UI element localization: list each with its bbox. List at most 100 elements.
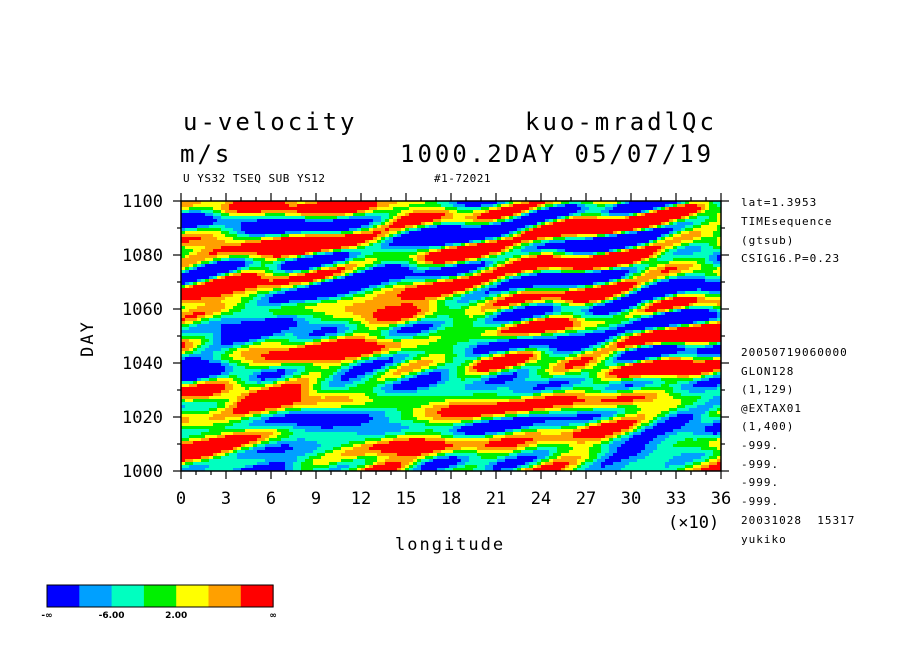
heatmap-cell [497,288,502,292]
heatmap-cell [545,294,550,298]
heatmap-cell [341,204,346,208]
heatmap-cell [393,222,398,226]
heatmap-cell [525,273,530,277]
heatmap-cell [281,282,286,286]
heatmap-cell [441,234,446,238]
heatmap-cell [297,240,302,244]
heatmap-cell [513,219,518,223]
heatmap-cell [217,237,222,241]
heatmap-cell [281,285,286,289]
heatmap-cell [657,270,662,274]
heatmap-cell [681,306,686,310]
heatmap-cell [693,207,698,211]
heatmap-cell [561,288,566,292]
heatmap-cell [697,297,702,301]
heatmap-cell [569,255,574,259]
heatmap-cell [269,273,274,277]
heatmap-cell [225,231,230,235]
heatmap-cell [369,210,374,214]
heatmap-cell [421,294,426,298]
heatmap-cell [541,300,546,304]
heatmap-cell [209,234,214,238]
heatmap-cell [321,273,326,277]
heatmap-cell [437,294,442,298]
heatmap-cell [337,267,342,271]
heatmap-cell [657,213,662,217]
heatmap-cell [629,285,634,289]
heatmap-cell [653,276,658,280]
heatmap-cell [537,264,542,268]
heatmap-cell [637,297,642,301]
heatmap-cell [369,285,374,289]
heatmap-cell [549,279,554,283]
heatmap-cell [521,201,526,205]
heatmap-cell [433,234,438,238]
heatmap-cell [409,309,414,313]
heatmap-cell [709,234,714,238]
heatmap-cell [473,246,478,250]
heatmap-cell [325,273,330,277]
heatmap-cell [633,213,638,217]
heatmap-cell [241,201,246,205]
heatmap-cell [609,291,614,295]
heatmap-cell [189,297,194,301]
heatmap-cell [481,228,486,232]
heatmap-cell [525,234,530,238]
heatmap-cell [485,291,490,295]
heatmap-cell [693,219,698,223]
heatmap-cell [621,306,626,310]
heatmap-cell [561,252,566,256]
heatmap-cell [309,204,314,208]
heatmap-cell [493,222,498,226]
heatmap-cell [505,276,510,280]
heatmap-cell [209,303,214,307]
heatmap-cell [417,210,422,214]
heatmap-cell [577,294,582,298]
heatmap-cell [385,264,390,268]
heatmap-cell [277,201,282,205]
heatmap-cell [197,306,202,310]
heatmap-cell [577,240,582,244]
heatmap-cell [497,276,502,280]
heatmap-cell [217,258,222,262]
heatmap-cell [373,288,378,292]
heatmap-cell [477,204,482,208]
heatmap-cell [305,267,310,271]
heatmap-cell [597,207,602,211]
heatmap-cell [309,294,314,298]
heatmap-cell [301,282,306,286]
heatmap-cell [577,246,582,250]
heatmap-cell [253,234,258,238]
heatmap-cell [213,309,218,313]
heatmap-cell [229,306,234,310]
heatmap-cell [321,213,326,217]
heatmap-cell [325,222,330,226]
heatmap-cell [705,228,710,232]
heatmap-cell [717,303,721,307]
heatmap-cell [609,285,614,289]
heatmap-cell [553,225,558,229]
heatmap-cell [553,228,558,232]
heatmap-cell [405,276,410,280]
heatmap-cell [233,264,238,268]
heatmap-cell [669,252,674,256]
heatmap-cell [605,225,610,229]
heatmap-cell [217,246,222,250]
heatmap-cell [521,303,526,307]
heatmap-cell [377,234,382,238]
heatmap-cell [221,258,226,262]
heatmap-cell [381,219,386,223]
heatmap-cell [197,273,202,277]
heatmap-cell [421,207,426,211]
heatmap-cell [197,201,202,205]
heatmap-cell [525,285,530,289]
heatmap-cell [609,234,614,238]
heatmap-cell [409,252,414,256]
heatmap-cell [217,282,222,286]
heatmap-cell [561,219,566,223]
heatmap-cell [277,246,282,250]
heatmap-cell [205,216,210,220]
heatmap-cell [473,225,478,229]
heatmap-cell [485,255,490,259]
heatmap-cell [401,285,406,289]
